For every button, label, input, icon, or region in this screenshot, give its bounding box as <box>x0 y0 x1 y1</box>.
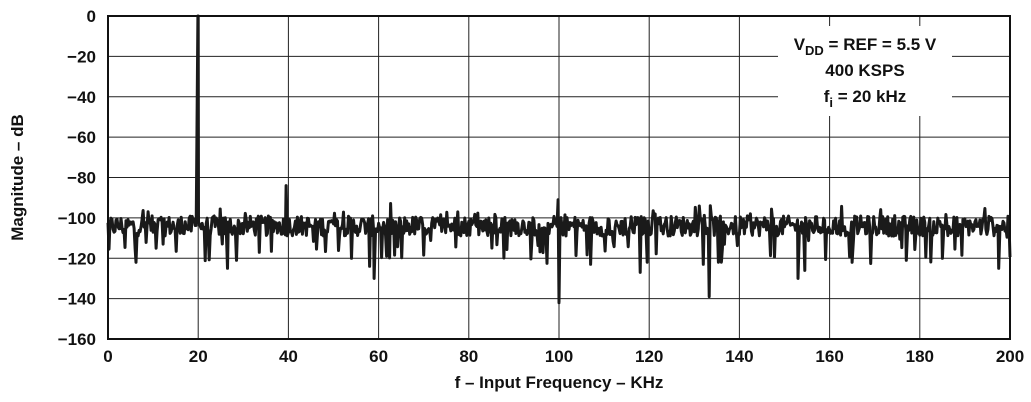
x-tick-label: 100 <box>545 347 573 366</box>
y-tick-label: −140 <box>58 290 96 309</box>
test-conditions-annotation: VDD = REF = 5.5 V 400 KSPS fi = 20 kHz <box>778 26 952 116</box>
y-tick-label: −100 <box>58 209 96 228</box>
y-tick-label: −60 <box>67 128 96 147</box>
x-tick-label: 80 <box>459 347 478 366</box>
y-tick-label: −160 <box>58 330 96 349</box>
spectrum-trace <box>106 14 1012 305</box>
y-tick-label: −80 <box>67 169 96 188</box>
x-tick-label: 200 <box>996 347 1024 366</box>
x-tick-label: 20 <box>189 347 208 366</box>
annotation-line: fi = 20 kHz <box>824 87 907 110</box>
x-tick-label: 120 <box>635 347 663 366</box>
y-tick-label: −20 <box>67 47 96 66</box>
annotation-background <box>778 26 952 116</box>
x-axis-title: f – Input Frequency – KHz <box>455 373 664 392</box>
x-tick-label: 180 <box>906 347 934 366</box>
plot-frame <box>107 15 1011 340</box>
y-tick-label: −120 <box>58 249 96 268</box>
y-tick-labels: 0 −20 −40 −60 −80 −100 −120 −140 −160 <box>58 7 96 349</box>
x-tick-label: 160 <box>815 347 843 366</box>
x-tick-label: 140 <box>725 347 753 366</box>
y-tick-label: −40 <box>67 88 96 107</box>
annotation-line: 400 KSPS <box>825 61 904 80</box>
x-tick-labels: 0 20 40 60 80 100 120 140 160 180 200 <box>103 347 1024 366</box>
x-tick-label: 0 <box>103 347 112 366</box>
y-tick-label: 0 <box>87 7 96 26</box>
x-tick-label: 40 <box>279 347 298 366</box>
y-axis-title: Magnitude – dB <box>8 114 27 241</box>
x-tick-label: 60 <box>369 347 388 366</box>
annotation-line: VDD = REF = 5.5 V <box>794 35 937 58</box>
